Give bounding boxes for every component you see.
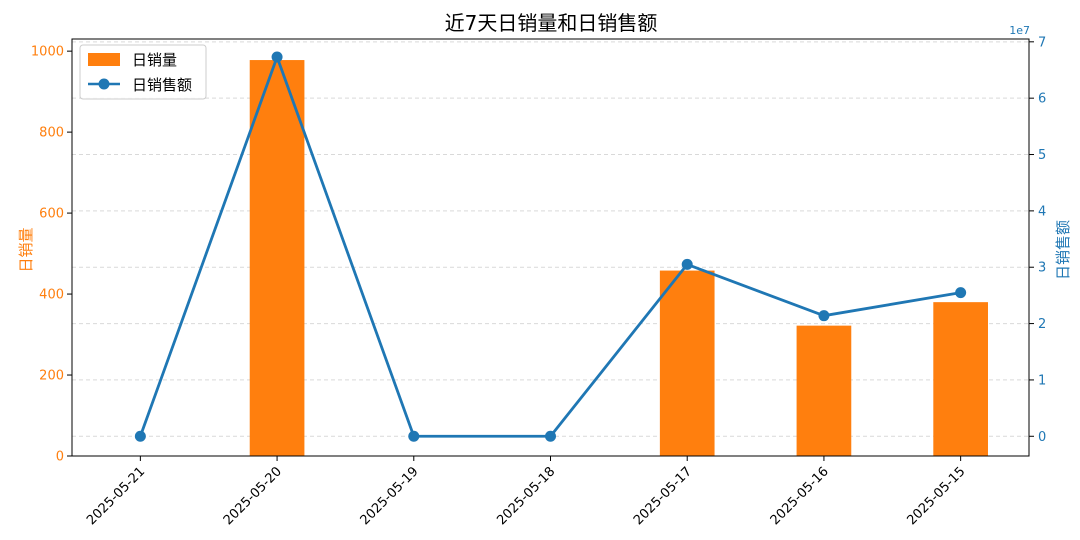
legend-line-marker	[98, 78, 110, 90]
y-left-tick-label: 400	[39, 288, 64, 303]
line-point	[408, 430, 420, 442]
x-tick-label: 2025-05-15	[904, 464, 968, 528]
bar	[249, 60, 305, 456]
right-y-axis: 0 1 2 3 4 5 6 7	[1029, 35, 1046, 445]
sales-line	[134, 51, 967, 442]
legend: 日销量 日销售额	[79, 44, 207, 100]
x-tick-label: 2025-05-19	[358, 464, 422, 528]
line-point	[271, 51, 283, 63]
bar	[933, 302, 988, 456]
x-axis: 2025-05-21 2025-05-20 2025-05-19 2025-05-18…	[84, 456, 968, 528]
y-right-tick-label: 0	[1038, 430, 1046, 445]
line-point	[955, 287, 967, 299]
plot-frame	[71, 38, 1030, 457]
legend-bar-swatch	[88, 53, 120, 66]
x-tick-label: 2025-05-21	[84, 464, 148, 528]
y-right-tick-label: 7	[1038, 35, 1046, 50]
left-axis-label: 日销量	[17, 227, 35, 272]
bars	[249, 60, 988, 456]
y-right-tick-label: 4	[1038, 204, 1046, 219]
y-right-tick-label: 3	[1038, 261, 1046, 276]
x-tick-label: 2025-05-20	[221, 464, 285, 528]
y-left-tick-label: 800	[39, 126, 64, 141]
y-right-tick-label: 1	[1038, 373, 1046, 388]
line-point	[681, 258, 693, 270]
y-left-tick-label: 1000	[31, 45, 64, 60]
line-point	[545, 430, 556, 442]
left-y-axis: 0 200 400 600 800 1000	[31, 45, 72, 465]
x-tick-label: 2025-05-18	[494, 464, 558, 528]
bar	[659, 270, 715, 456]
y-left-tick-label: 0	[56, 450, 64, 465]
right-axis-scale-label: 1e7	[1009, 24, 1030, 37]
line-point	[134, 430, 146, 442]
legend-bar-label: 日销量	[132, 51, 177, 69]
y-left-tick-label: 600	[39, 207, 64, 222]
chart-title: 近7天日销量和日销售额	[445, 11, 658, 35]
x-tick-label: 2025-05-16	[768, 464, 832, 528]
line-point	[818, 310, 830, 322]
legend-line-label: 日销售额	[132, 76, 192, 94]
y-right-tick-label: 2	[1038, 317, 1046, 332]
y-left-tick-label: 200	[39, 369, 64, 384]
bar	[796, 325, 852, 456]
y-right-tick-label: 6	[1038, 92, 1046, 107]
y-right-tick-label: 5	[1038, 148, 1046, 163]
right-axis-label: 日销售额	[1054, 220, 1072, 280]
grid-lines	[72, 41, 1029, 437]
x-tick-label: 2025-05-17	[631, 464, 695, 528]
